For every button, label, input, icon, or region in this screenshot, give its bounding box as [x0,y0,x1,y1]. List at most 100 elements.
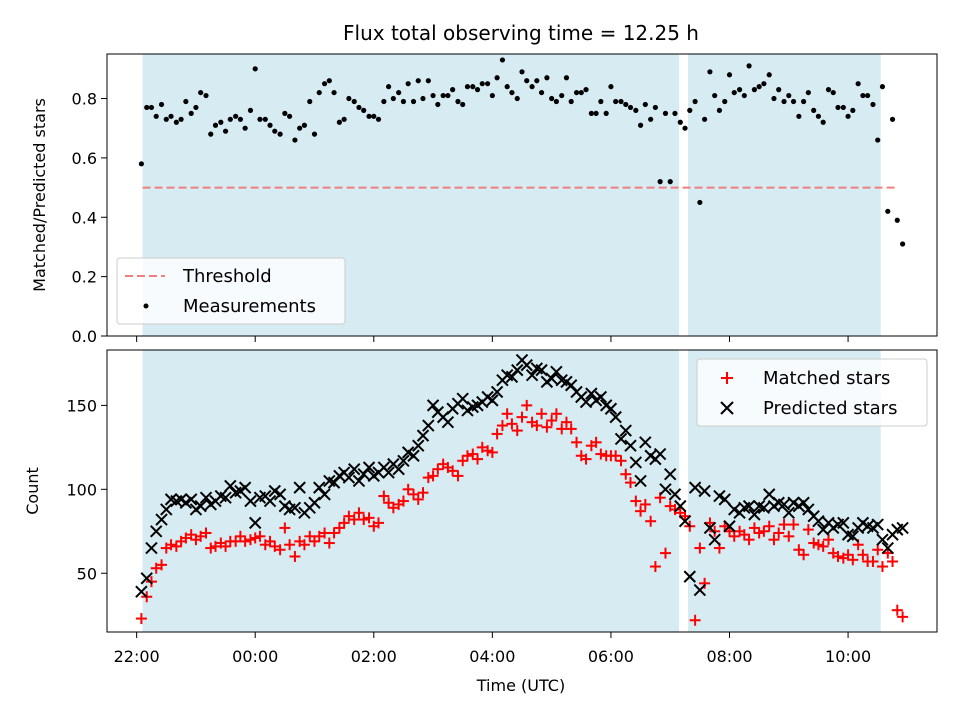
predicted-star-point [308,496,321,509]
measurement-point [815,113,822,119]
y-tick-label: 50 [77,564,97,583]
matched-star-point [249,532,261,544]
measurement-point [386,84,392,90]
measurement-point [193,104,199,111]
measurement-point [648,116,654,122]
matched-star-point [284,539,296,551]
measurement-point [460,101,466,108]
measurement-point [712,92,718,99]
measurement-point [692,98,698,105]
matched-star-point [580,453,592,465]
predicted-star-point [293,481,306,494]
matched-star-point [783,530,795,542]
matched-star-point [491,428,503,440]
predicted-star-point [392,462,405,476]
matched-star-point [156,559,168,571]
measurement-point [479,81,485,87]
measurement-point [662,110,669,116]
matched-star-point [170,540,182,552]
x-tick-label: 00:00 [232,647,278,666]
matched-star-point [274,544,286,556]
matched-stars-legend-label: Matched stars [763,368,890,389]
predicted-star-point [520,358,533,372]
predicted-star-point [456,392,469,405]
predicted-star-point [352,474,366,488]
predicted-stars-legend-swatch [720,401,734,415]
predicted-star-point [674,499,687,513]
measurement-point [860,92,866,99]
measurement-point [840,104,846,111]
measurement-point [672,110,678,116]
predicted-star-point [609,410,622,424]
matched-star-point [254,530,266,542]
matched-star-point [743,534,755,546]
matched-star-point [501,408,513,420]
matched-star-point [798,549,810,561]
matched-star-point [383,497,395,509]
measurement-point [138,161,144,167]
predicted-star-point [664,468,677,481]
predicted-star-point [441,415,455,429]
matched-star-point [823,534,835,546]
measurement-point [292,137,298,143]
matched-star-point [728,530,740,542]
matched-star-point [872,544,884,556]
measurement-point [603,110,609,116]
x-tick-label: 10:00 [825,647,871,666]
predicted-star-point [288,501,302,514]
measurement-point [489,92,495,99]
predicted-star-point [797,496,810,509]
predicted-star-point [619,424,632,437]
measurement-point [504,84,510,90]
predicted-star-point [140,572,153,585]
matched-star-point [590,436,602,448]
matched-star-point [857,549,869,561]
bottom-legend: Matched stars Predicted stars [696,358,928,427]
measurement-point [879,84,886,90]
bottom-panel: 50 100 150 22:00 00:00 02:00 04:00 06:00 08:00 1… [23,349,938,695]
measurement-point [331,89,337,96]
measurement-point [722,98,728,105]
bottom-plot-frame [106,349,938,633]
measurement-point [445,92,451,99]
matched-stars-legend-swatch [721,372,733,384]
matched-star-point [842,549,854,561]
predicted-star-point [659,483,672,496]
matched-star-point [788,519,800,531]
predicted-star-point [846,530,860,543]
matched-star-point [338,517,350,529]
matched-star-point [323,537,335,549]
measurement-point [900,241,906,247]
measurement-point [233,113,239,119]
matched-star-point [793,544,805,556]
predicted-star-point [550,365,563,379]
predicted-star-point [653,447,667,461]
y-tick-label: 0.6 [72,149,97,168]
measurement-point [464,84,471,90]
measurement-point [474,87,481,93]
measurement-point [450,87,456,93]
predicted-star-point [342,471,356,484]
matched-star-point [778,519,790,531]
measurement-point [218,119,224,125]
measurement-point [212,122,219,128]
predicted-star-point [703,521,717,535]
matched-star-point [244,534,256,546]
measurement-point [405,81,411,87]
measurement-point [623,101,629,108]
top-y-axis-title: Matched/Predicted stars [30,98,49,292]
matched-star-point [546,415,558,426]
y-tick-label: 0.2 [72,268,97,287]
matched-star-point [234,530,246,542]
matched-star-point [230,535,242,547]
matched-star-point [876,561,888,573]
measurement-point [702,116,708,122]
measurement-point [252,66,258,72]
matched-star-point [832,550,844,562]
predicted-star-point [594,390,608,404]
matched-star-point [205,542,217,554]
measurement-point [553,98,559,105]
measurement-point [440,92,446,99]
matched-star-point [378,490,390,502]
